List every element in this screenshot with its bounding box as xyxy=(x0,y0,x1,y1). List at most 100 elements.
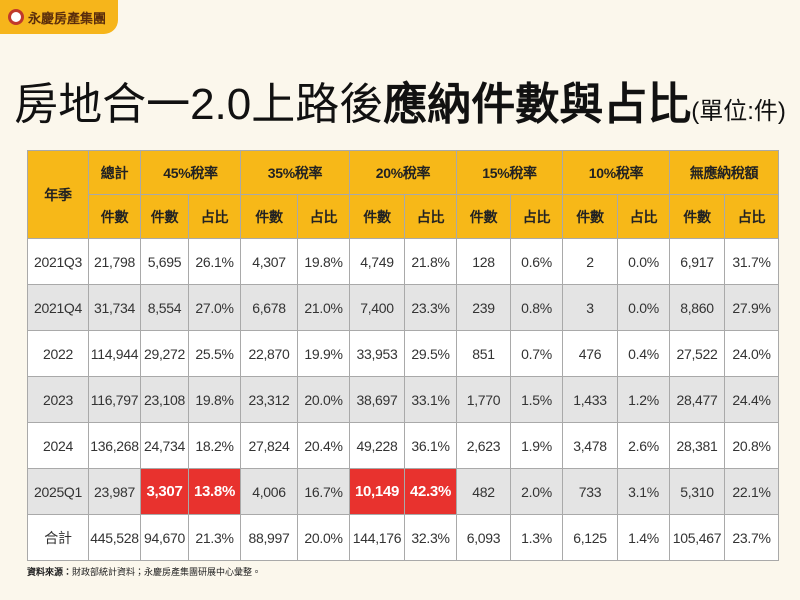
group-header: 35%稅率 xyxy=(240,150,350,195)
row-label: 2021Q4 xyxy=(27,284,89,331)
cell: 114,944 xyxy=(88,330,141,377)
subheader-row: 件數 件數 占比 件數 占比 件數 占比 件數 占比 件數 占比 件數 占比 xyxy=(28,194,779,239)
cell: 482 xyxy=(456,468,511,515)
cell: 23,987 xyxy=(88,468,141,515)
cell: 6,125 xyxy=(562,514,618,561)
table-row: 2021Q4 31,734 8,554 27.0% 6,678 21.0% 7,400 23.… xyxy=(27,284,779,331)
cell: 2,623 xyxy=(456,422,511,469)
cell: 27.9% xyxy=(724,284,779,331)
cell: 20.0% xyxy=(297,376,350,423)
cell: 27.0% xyxy=(188,284,241,331)
cell: 21.0% xyxy=(297,284,350,331)
cell: 18.2% xyxy=(188,422,241,469)
cell: 239 xyxy=(456,284,511,331)
cell: 0.6% xyxy=(510,238,563,285)
cell: 24,734 xyxy=(140,422,189,469)
cell: 8,860 xyxy=(669,284,725,331)
row-label: 2022 xyxy=(27,330,89,377)
cell: 6,917 xyxy=(669,238,725,285)
cell: 10,149 xyxy=(349,468,405,515)
cell: 733 xyxy=(562,468,618,515)
cell: 23.7% xyxy=(724,514,779,561)
row-label: 2021Q3 xyxy=(27,238,89,285)
group-header: 45%稅率 xyxy=(140,150,241,195)
group-header: 20%稅率 xyxy=(349,150,457,195)
table-row: 2021Q3 21,798 5,695 26.1% 4,307 19.8% 4,749 21.… xyxy=(27,238,779,285)
cell: 24.0% xyxy=(724,330,779,377)
sub-header: 件數 xyxy=(240,194,298,239)
cell: 0.0% xyxy=(617,238,670,285)
source-text: 財政部統計資料；永慶房產集團研展中心彙整。 xyxy=(72,567,262,577)
table-row: 2024 136,268 24,734 18.2% 27,824 20.4% 49,228 3… xyxy=(27,422,779,469)
row-label: 2023 xyxy=(27,376,89,423)
logo-text: 永慶房產集團 xyxy=(28,10,107,26)
cell: 19.8% xyxy=(297,238,350,285)
cell: 94,670 xyxy=(140,514,189,561)
cell: 13.8% xyxy=(188,468,241,515)
source: 資料來源：財政部統計資料；永慶房產集團研展中心彙整。 xyxy=(27,565,261,578)
cell: 33.1% xyxy=(404,376,457,423)
group-header: 年季 xyxy=(27,150,89,239)
cell: 1,770 xyxy=(456,376,511,423)
cell: 0.7% xyxy=(510,330,563,377)
cell: 33,953 xyxy=(349,330,405,377)
cell: 16.7% xyxy=(297,468,350,515)
logo-icon xyxy=(8,9,24,25)
data-table: 年季 總計 45%稅率 35%稅率 20%稅率 15%稅率 10%稅率 無應納稅額 件數 件數 占比… xyxy=(27,150,779,561)
cell: 144,176 xyxy=(349,514,405,561)
cell: 3,307 xyxy=(140,468,189,515)
cell: 476 xyxy=(562,330,618,377)
cell: 25.5% xyxy=(188,330,241,377)
group-header: 總計 xyxy=(88,150,141,195)
row-label: 2025Q1 xyxy=(27,468,89,515)
cell: 38,697 xyxy=(349,376,405,423)
sub-header: 占比 xyxy=(297,194,350,239)
cell: 20.8% xyxy=(724,422,779,469)
cell: 4,006 xyxy=(240,468,298,515)
cell: 6,678 xyxy=(240,284,298,331)
cell: 6,093 xyxy=(456,514,511,561)
cell: 28,477 xyxy=(669,376,725,423)
cell: 7,400 xyxy=(349,284,405,331)
cell: 4,307 xyxy=(240,238,298,285)
sub-header: 占比 xyxy=(510,194,563,239)
cell: 27,522 xyxy=(669,330,725,377)
cell: 29,272 xyxy=(140,330,189,377)
cell: 3,478 xyxy=(562,422,618,469)
cell: 27,824 xyxy=(240,422,298,469)
cell: 5,695 xyxy=(140,238,189,285)
cell: 128 xyxy=(456,238,511,285)
cell: 1.3% xyxy=(510,514,563,561)
cell: 3.1% xyxy=(617,468,670,515)
cell: 136,268 xyxy=(88,422,141,469)
sub-header: 占比 xyxy=(188,194,241,239)
cell: 31.7% xyxy=(724,238,779,285)
cell: 23.3% xyxy=(404,284,457,331)
cell: 8,554 xyxy=(140,284,189,331)
table-body: 2021Q3 21,798 5,695 26.1% 4,307 19.8% 4,749 21.… xyxy=(27,238,779,561)
sub-header: 件數 xyxy=(669,194,725,239)
cell: 2.6% xyxy=(617,422,670,469)
cell: 116,797 xyxy=(88,376,141,423)
cell: 4,749 xyxy=(349,238,405,285)
cell: 1,433 xyxy=(562,376,618,423)
cell: 32.3% xyxy=(404,514,457,561)
sub-header: 件數 xyxy=(140,194,189,239)
cell: 1.4% xyxy=(617,514,670,561)
sub-header: 件數 xyxy=(456,194,511,239)
cell: 20.4% xyxy=(297,422,350,469)
group-header: 10%稅率 xyxy=(562,150,670,195)
cell: 29.5% xyxy=(404,330,457,377)
cell: 2.0% xyxy=(510,468,563,515)
group-header: 無應納稅額 xyxy=(669,150,779,195)
sub-header: 件數 xyxy=(349,194,405,239)
cell: 22.1% xyxy=(724,468,779,515)
cell: 445,528 xyxy=(88,514,141,561)
cell: 23,312 xyxy=(240,376,298,423)
cell: 1.2% xyxy=(617,376,670,423)
title-bold: 應納件數與占比 xyxy=(383,80,692,129)
title-unit: (單位:件) xyxy=(691,98,786,125)
sub-header: 件數 xyxy=(562,194,618,239)
cell: 23,108 xyxy=(140,376,189,423)
